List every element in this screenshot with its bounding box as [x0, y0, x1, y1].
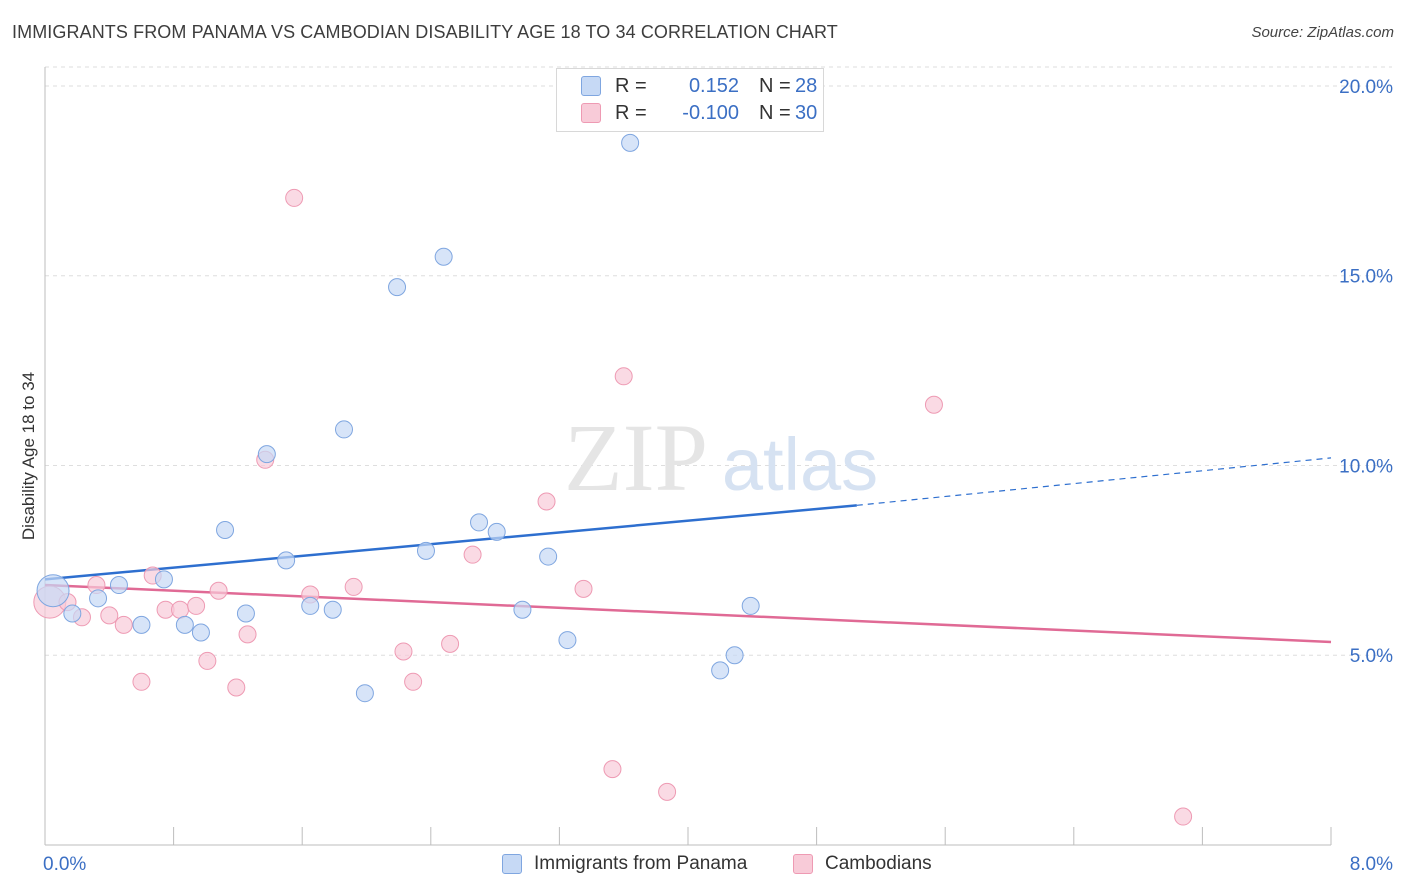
point-panama	[355, 684, 374, 703]
trend-layer	[44, 457, 1332, 644]
point-cambodian	[658, 782, 677, 801]
trend-line-cambodian	[44, 583, 1332, 644]
point-panama	[132, 615, 151, 634]
point-cambodian	[171, 600, 190, 619]
x-tick-label: 0.0%	[43, 854, 86, 875]
point-cambodian	[614, 367, 633, 386]
tick-label-layer: 5.0% 10.0% 15.0% 20.0% 0.0% 8.0%	[43, 77, 1393, 875]
point-panama	[470, 513, 489, 532]
point-panama	[711, 661, 730, 680]
point-panama	[277, 551, 296, 570]
watermark-zip: ZIP	[564, 404, 708, 511]
panama-swatch	[581, 76, 601, 96]
point-panama	[191, 623, 210, 642]
point-panama	[89, 589, 108, 608]
point-cambodian	[238, 625, 257, 644]
point-cambodian	[394, 642, 413, 661]
point-cambodian	[132, 672, 151, 691]
point-panama	[388, 278, 407, 297]
point-panama	[301, 596, 320, 615]
point-panama	[741, 596, 760, 615]
point-panama	[216, 521, 235, 540]
panama-legend-swatch	[502, 854, 522, 874]
r-value: 0.152	[688, 75, 739, 97]
point-cambodian	[1174, 807, 1193, 826]
point-panama	[434, 247, 453, 266]
point-panama	[487, 522, 506, 541]
watermark-atlas: atlas	[722, 423, 878, 506]
cambodian-legend-swatch	[793, 854, 813, 874]
chart-title: IMMIGRANTS FROM PANAMA VS CAMBODIAN DISA…	[12, 22, 838, 42]
x-tick-label: 8.0%	[1350, 854, 1393, 875]
point-cambodian	[924, 395, 943, 414]
point-panama	[154, 570, 173, 589]
r-value: -0.100	[682, 102, 739, 124]
y-tick-label: 5.0%	[1350, 646, 1393, 667]
watermark: ZIP atlas	[564, 404, 878, 511]
point-panama	[334, 420, 353, 439]
point-cambodian	[209, 581, 228, 600]
point-panama	[63, 604, 82, 623]
axis-layer	[44, 67, 1332, 846]
point-panama	[558, 631, 577, 650]
legend-label-panama: Immigrants from Panama	[534, 853, 748, 874]
point-panama	[175, 615, 194, 634]
point-cambodian	[344, 577, 363, 596]
point-cambodian	[463, 545, 482, 564]
n-value: 30	[795, 102, 818, 124]
trend-line-panama	[44, 504, 857, 581]
point-panama	[323, 600, 342, 619]
n-label: N =	[759, 102, 791, 124]
y-tick-label: 20.0%	[1339, 77, 1393, 98]
r-label: R =	[615, 75, 647, 97]
point-panama	[539, 547, 558, 566]
point-cambodian	[198, 651, 217, 670]
y-tick-label: 15.0%	[1339, 267, 1393, 288]
y-tick-label: 10.0%	[1339, 456, 1393, 477]
point-panama	[236, 604, 255, 623]
point-cambodian	[100, 606, 119, 625]
point-cambodian	[187, 596, 206, 615]
legend-label-cambodian: Cambodians	[825, 853, 932, 874]
point-cambodian	[404, 672, 423, 691]
source-label: Source: ZipAtlas.com	[1251, 24, 1394, 41]
point-panama	[416, 541, 435, 560]
cambodian-swatch	[581, 103, 601, 123]
point-cambodian	[441, 634, 460, 653]
point-panama	[109, 576, 128, 595]
trend-line-panama-extension	[856, 457, 1332, 506]
y-axis-label: Disability Age 18 to 34	[19, 372, 38, 540]
point-cambodian	[114, 615, 133, 634]
n-label: N =	[759, 75, 791, 97]
point-panama	[257, 445, 276, 464]
point-panama	[621, 133, 640, 152]
point-cambodian	[285, 188, 304, 207]
point-cambodian	[603, 760, 622, 779]
points-layer	[33, 133, 1193, 826]
point-cambodian	[537, 492, 556, 511]
point-cambodian	[574, 579, 593, 598]
point-panama	[513, 600, 532, 619]
stats-legend: R = 0.152 N = 28 R = -0.100 N = 30	[556, 68, 824, 132]
point-panama	[725, 646, 744, 665]
point-cambodian	[227, 678, 246, 697]
r-label: R =	[615, 102, 647, 124]
point-panama	[36, 574, 70, 608]
n-value: 28	[795, 75, 818, 97]
grid-layer	[45, 66, 1392, 656]
